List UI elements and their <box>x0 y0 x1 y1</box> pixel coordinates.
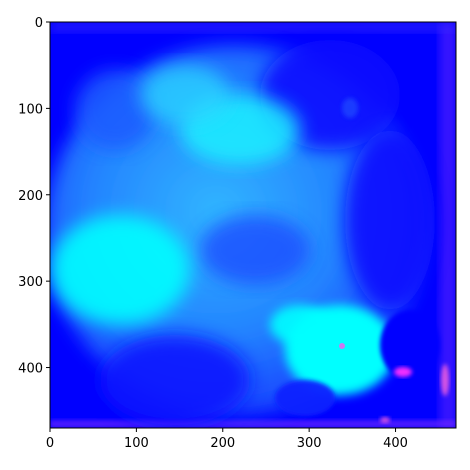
x-axis: 0 100 200 300 400 <box>46 428 408 451</box>
dark-patch-top-left <box>75 70 155 150</box>
x-tick-label: 400 <box>383 436 408 451</box>
image-area <box>50 22 456 428</box>
edge-glow-bottom <box>50 420 456 428</box>
cyan-region-lower-center <box>270 305 330 345</box>
edge-glow-top <box>50 22 456 32</box>
x-tick-label: 100 <box>124 436 149 451</box>
y-tick-label: 0 <box>35 16 43 31</box>
dark-intrusion-small <box>342 98 358 118</box>
dark-intrusion-right <box>380 310 440 380</box>
dark-patch-center <box>200 215 310 285</box>
x-tick-label: 0 <box>46 436 54 451</box>
y-tick-label: 200 <box>18 189 43 204</box>
x-tick-label: 300 <box>297 436 322 451</box>
dark-patch-lower-left <box>100 335 250 425</box>
pink-dot-bottom <box>380 417 390 423</box>
cyan-region-mid <box>140 65 230 125</box>
y-tick-label: 400 <box>18 362 43 377</box>
x-tick-label: 200 <box>210 436 235 451</box>
pink-streak-edge <box>441 364 449 396</box>
cyan-region-left <box>50 215 190 325</box>
y-axis: 0 100 200 300 400 <box>18 16 50 377</box>
y-tick-label: 300 <box>18 275 43 290</box>
y-tick-label: 100 <box>18 102 43 117</box>
edge-glow-right <box>440 22 456 428</box>
dark-intrusion-bottom <box>275 380 335 416</box>
magenta-spot-main <box>394 367 412 377</box>
dark-patch-right <box>345 130 435 310</box>
plot-frame <box>49 21 457 429</box>
pink-dot-left <box>339 343 345 349</box>
